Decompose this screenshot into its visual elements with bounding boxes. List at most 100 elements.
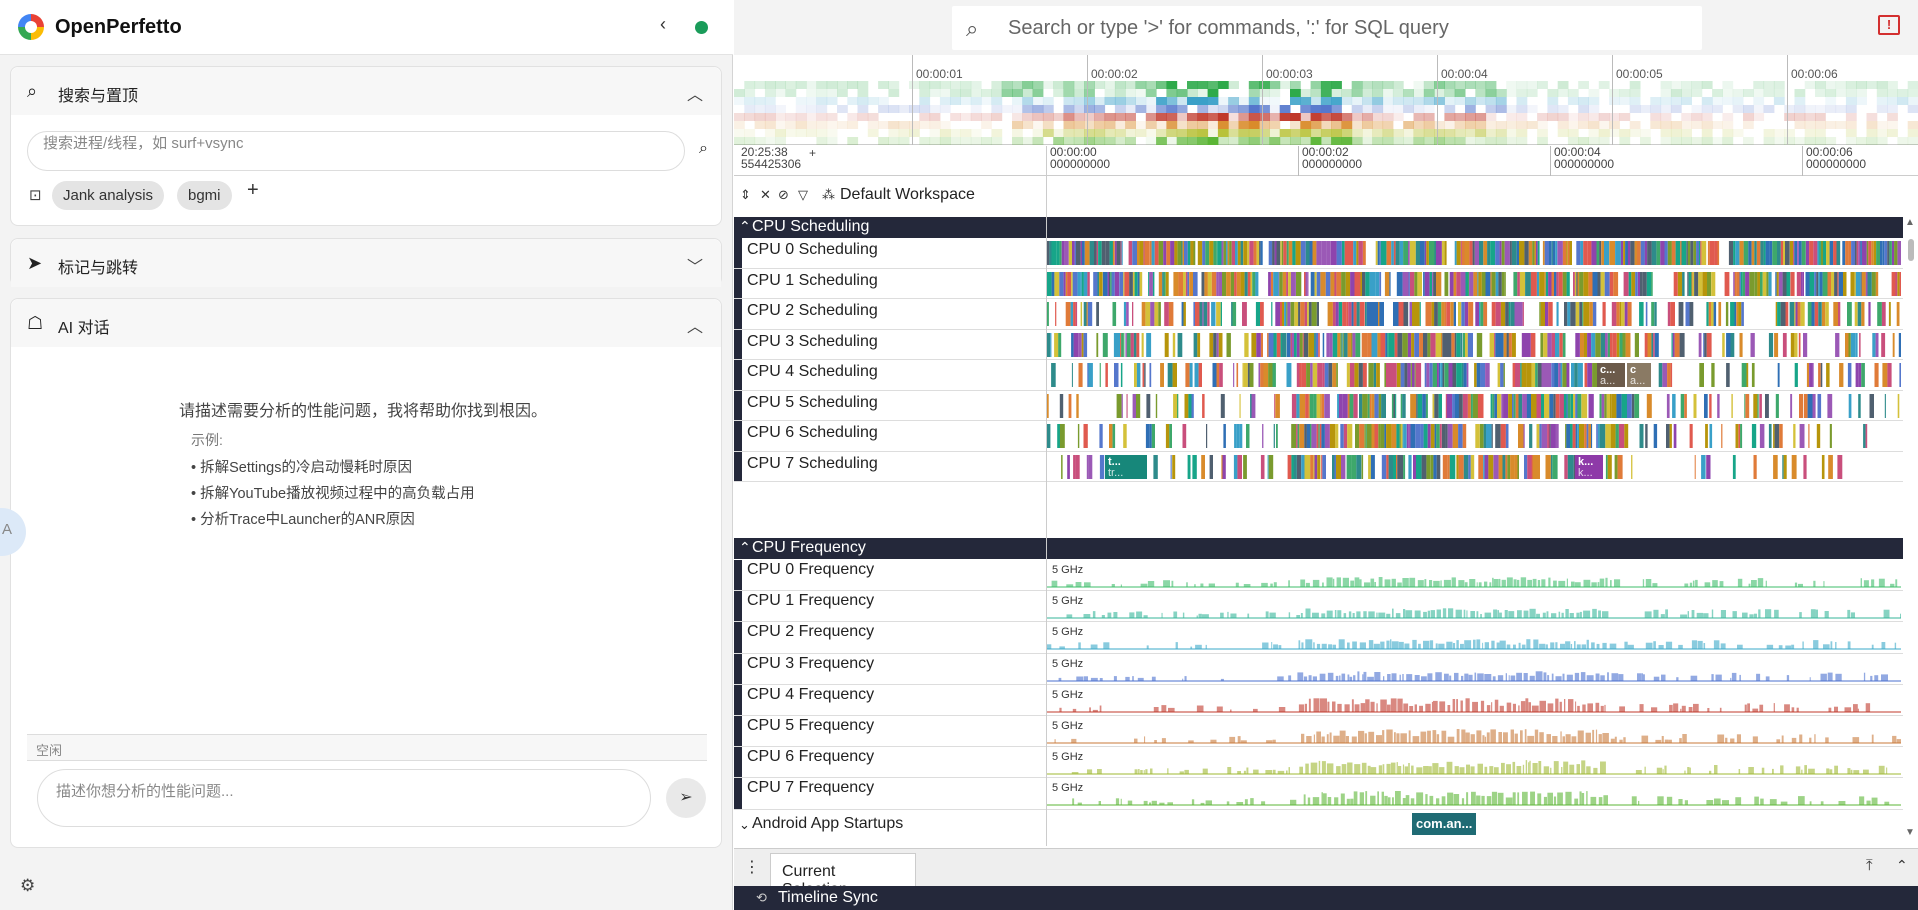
sched-slice[interactable] [1623, 241, 1626, 265]
sched-slice[interactable] [1521, 332, 1528, 357]
sched-slice[interactable] [1816, 271, 1819, 296]
sched-slice[interactable] [1884, 393, 1886, 418]
sched-slice[interactable] [1610, 393, 1612, 418]
sched-slice[interactable] [1109, 424, 1113, 448]
sched-slice[interactable] [1611, 393, 1617, 418]
sched-slice[interactable] [1296, 393, 1300, 418]
sched-slice[interactable] [1288, 271, 1291, 296]
sched-slice[interactable] [1316, 302, 1319, 326]
sched-slice[interactable] [1866, 241, 1869, 265]
marks-card-header[interactable]: ➤ 标记与跳转 ﹀ [11, 239, 721, 287]
sched-slice[interactable] [1559, 393, 1564, 418]
sched-slice[interactable] [1239, 424, 1243, 448]
sched-slice[interactable] [1654, 302, 1657, 326]
sched-slice[interactable] [1051, 363, 1056, 387]
sched-slice[interactable] [1560, 363, 1563, 387]
sched-slice[interactable] [1493, 454, 1499, 479]
sched-slice[interactable] [1332, 454, 1335, 479]
sched-slice[interactable] [1097, 271, 1100, 296]
sched-slice[interactable] [1518, 302, 1523, 326]
sched-slice[interactable] [1794, 241, 1798, 265]
sched-slice[interactable] [1520, 363, 1522, 387]
sched-slice[interactable] [1475, 424, 1480, 448]
sched-slice[interactable] [1336, 241, 1342, 265]
sched-slice[interactable] [1599, 241, 1602, 265]
sched-slice[interactable] [1321, 241, 1327, 265]
sched-slice[interactable] [1744, 393, 1746, 418]
sched-slice[interactable] [1813, 241, 1818, 265]
sched-slice[interactable] [1049, 241, 1052, 265]
sched-slice[interactable] [1551, 332, 1555, 357]
sched-slice[interactable] [1073, 332, 1079, 357]
sched-slice[interactable] [1192, 454, 1197, 479]
sched-slice[interactable] [1163, 241, 1167, 265]
sched-slice[interactable] [1299, 332, 1303, 357]
sched-slice[interactable] [1348, 302, 1352, 326]
sched-slice[interactable] [1341, 454, 1346, 479]
sched-slice[interactable] [1495, 332, 1500, 357]
sched-slice[interactable] [1309, 241, 1313, 265]
sched-slice[interactable] [1274, 241, 1277, 265]
sched-slice[interactable] [1662, 363, 1668, 387]
sched-slice[interactable] [1380, 241, 1387, 265]
sched-slice[interactable] [1583, 302, 1590, 326]
sched-slice[interactable] [1877, 302, 1882, 326]
sched-slice[interactable] [1601, 393, 1605, 418]
sched-slice[interactable] [1467, 332, 1473, 357]
sched-slice[interactable] [1798, 332, 1801, 357]
sched-slice[interactable] [1280, 332, 1282, 357]
sched-slice[interactable] [1304, 424, 1307, 448]
sched-slice[interactable] [1483, 241, 1488, 265]
sched-slice[interactable] [1172, 454, 1176, 479]
sched-slice[interactable] [1490, 271, 1492, 296]
sched-slice[interactable] [1491, 424, 1493, 448]
sched-slice[interactable] [1064, 241, 1069, 265]
sched-slice[interactable] [1047, 241, 1050, 265]
sched-slice[interactable] [1061, 454, 1063, 479]
sched-slice[interactable] [1773, 424, 1775, 448]
sched-slice[interactable] [1733, 241, 1736, 265]
sched-slice[interactable] [1450, 302, 1454, 326]
sched-slice[interactable] [1438, 393, 1442, 418]
scroll-up-icon[interactable]: ▲ [1905, 217, 1915, 228]
sched-slice[interactable] [1508, 393, 1512, 418]
sched-slice[interactable] [1599, 393, 1602, 418]
sched-slice[interactable] [1075, 302, 1078, 326]
sched-slice[interactable] [1077, 271, 1081, 296]
sched-slice[interactable] [1251, 332, 1257, 357]
sched-slice[interactable] [1596, 424, 1598, 448]
sched-slice[interactable] [1342, 393, 1348, 418]
sched-slice[interactable] [1699, 241, 1701, 265]
sched-slice[interactable] [1566, 271, 1570, 296]
sched-slice[interactable] [1547, 424, 1550, 448]
sched-slice[interactable] [1368, 363, 1374, 387]
sched-slice[interactable] [1178, 271, 1183, 296]
sched-slice[interactable] [1226, 271, 1231, 296]
sched-slice[interactable] [1149, 363, 1152, 387]
sched-slice[interactable] [1514, 302, 1519, 326]
sched-slice[interactable] [1243, 454, 1247, 479]
sched-slice[interactable] [1539, 424, 1542, 448]
sched-slice[interactable] [1402, 424, 1404, 448]
sched-slice[interactable] [1181, 241, 1183, 265]
sched-slice[interactable] [1411, 332, 1415, 357]
sched-slice[interactable] [1801, 241, 1806, 265]
sched-slice[interactable] [1059, 241, 1062, 265]
sched-slice[interactable] [1342, 302, 1347, 326]
sched-slice[interactable] [1324, 393, 1330, 418]
sched-slice[interactable] [1512, 332, 1516, 357]
sched-slice[interactable] [1514, 454, 1518, 479]
sched-slice[interactable] [1681, 241, 1687, 265]
sched-slice[interactable] [1065, 271, 1068, 296]
sched-slice[interactable] [1547, 332, 1552, 357]
sched-slice[interactable] [1223, 424, 1226, 448]
sched-slice[interactable] [1077, 424, 1080, 448]
sched-slice[interactable] [1371, 332, 1378, 357]
sched-slice[interactable] [1621, 393, 1627, 418]
sched-slice-labeled[interactable]: c... a... [1597, 363, 1625, 387]
sched-slice[interactable] [1818, 271, 1820, 296]
sched-slice[interactable] [1290, 302, 1295, 326]
sched-slice[interactable] [1419, 302, 1421, 326]
sched-slice[interactable] [1709, 424, 1713, 448]
sched-slice[interactable] [1794, 332, 1798, 357]
